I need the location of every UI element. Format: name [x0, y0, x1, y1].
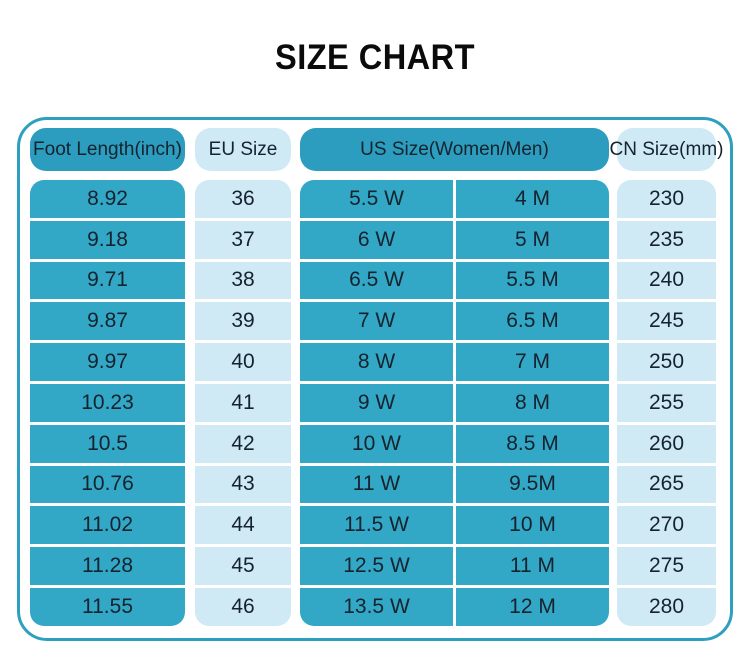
cell-us-size-men: 12 M [456, 587, 609, 626]
cell-us-size-men: 7 M [456, 343, 609, 381]
size-chart-table: Foot Length(inch) EU Size US Size(Women/… [17, 117, 733, 641]
cell-foot-length: 9.97 [30, 343, 185, 381]
cell-cn-size: 235 [617, 220, 716, 259]
cell-eu-size: 42 [195, 424, 291, 463]
cell-us-size-men: 10 M [456, 506, 609, 545]
cell-foot-length: 10.76 [30, 465, 185, 504]
cell-foot-length: 9.71 [30, 261, 185, 300]
cell-cn-size: 245 [617, 302, 716, 341]
cell-us-size-men: 5 M [456, 220, 609, 259]
cell-eu-size: 41 [195, 383, 291, 422]
cell-us-size-men: 6.5 M [456, 302, 609, 341]
cell-eu-size: 40 [195, 343, 291, 381]
cell-eu-size: 44 [195, 506, 291, 545]
cell-cn-size: 265 [617, 465, 716, 504]
cell-us-size-women: 10 W [300, 424, 453, 463]
cell-foot-length: 11.28 [30, 547, 185, 585]
cell-eu-size: 38 [195, 261, 291, 300]
cell-us-size-women: 8 W [300, 343, 453, 381]
column-header-eu-size: EU Size [195, 128, 291, 171]
cell-cn-size: 250 [617, 343, 716, 381]
cell-foot-length: 11.02 [30, 506, 185, 545]
cell-foot-length: 10.5 [30, 424, 185, 463]
cell-us-size-women: 5.5 W [300, 180, 453, 218]
cell-us-size-men: 8 M [456, 383, 609, 422]
cell-us-size-women: 11 W [300, 465, 453, 504]
cell-cn-size: 230 [617, 180, 716, 218]
cell-foot-length: 8.92 [30, 180, 185, 218]
cell-us-size-women: 9 W [300, 383, 453, 422]
cell-eu-size: 45 [195, 547, 291, 585]
cell-cn-size: 255 [617, 383, 716, 422]
cell-foot-length: 9.18 [30, 220, 185, 259]
cell-eu-size: 46 [195, 587, 291, 626]
cell-cn-size: 240 [617, 261, 716, 300]
cell-us-size-men: 9.5M [456, 465, 609, 504]
cell-us-size-women: 6 W [300, 220, 453, 259]
cell-cn-size: 280 [617, 587, 716, 626]
cell-us-size-women: 13.5 W [300, 587, 453, 626]
cell-us-size-men: 11 M [456, 547, 609, 585]
cell-eu-size: 36 [195, 180, 291, 218]
column-header-cn-size: CN Size(mm) [610, 128, 724, 171]
cell-foot-length: 9.87 [30, 302, 185, 341]
cell-cn-size: 275 [617, 547, 716, 585]
cell-foot-length: 10.23 [30, 383, 185, 422]
cell-eu-size: 43 [195, 465, 291, 504]
cell-us-size-women: 12.5 W [300, 547, 453, 585]
cell-us-size-men: 8.5 M [456, 424, 609, 463]
cell-us-size-men: 4 M [456, 180, 609, 218]
cell-cn-size: 260 [617, 424, 716, 463]
cell-eu-size: 37 [195, 220, 291, 259]
column-header-us-size: US Size(Women/Men) [300, 128, 609, 171]
column-header-foot-length: Foot Length(inch) [30, 128, 185, 171]
page-title: SIZE CHART [275, 38, 475, 77]
cell-us-size-women: 6.5 W [300, 261, 453, 300]
cell-foot-length: 11.55 [30, 587, 185, 626]
cell-us-size-women: 11.5 W [300, 506, 453, 545]
table-header-row: Foot Length(inch) EU Size US Size(Women/… [30, 128, 724, 171]
cell-us-size-men: 5.5 M [456, 261, 609, 300]
cell-eu-size: 39 [195, 302, 291, 341]
cell-us-size-women: 7 W [300, 302, 453, 341]
cell-cn-size: 270 [617, 506, 716, 545]
